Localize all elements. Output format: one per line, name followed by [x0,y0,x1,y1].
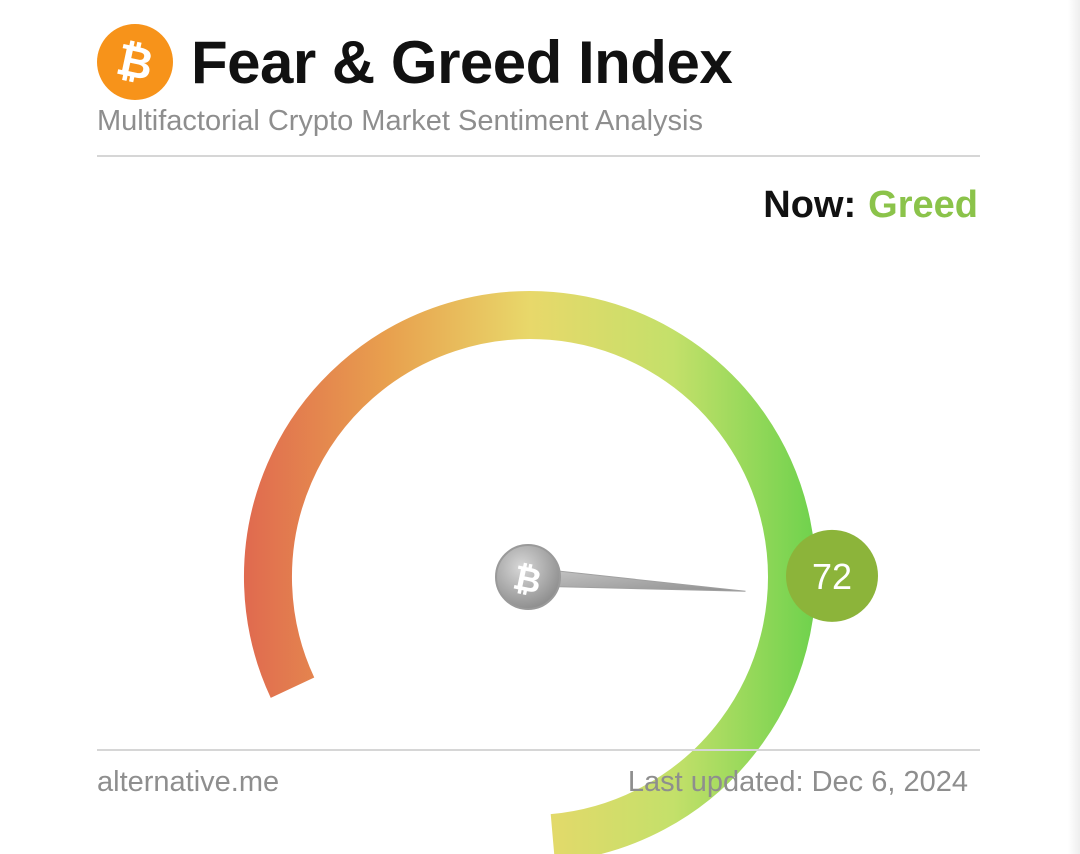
gauge-needle [528,567,746,592]
divider-top [97,155,980,157]
last-updated: Last updated: Dec 6, 2024 [628,766,968,799]
page-subtitle: Multifactorial Crypto Market Sentiment A… [97,105,703,137]
card-edge-shadow [1068,0,1080,854]
sentiment-classification: Greed [868,184,978,226]
page-title: Fear & Greed Index [191,28,733,96]
last-updated-label: Last updated: [627,766,804,798]
last-updated-date: Dec 6, 2024 [811,766,968,798]
now-label: Now: [763,184,857,226]
bitcoin-icon: ₿ [97,24,173,100]
value-badge: 72 [786,529,878,622]
gauge-arc [244,291,816,854]
source-link[interactable]: alternative.me [97,766,280,798]
current-sentiment: Now: Greed [763,184,978,227]
divider-bottom [97,749,980,751]
header: ₿ Fear & Greed Index [97,24,733,100]
gauge-value: 72 [812,556,852,597]
needle-hub: ₿ [495,544,561,610]
